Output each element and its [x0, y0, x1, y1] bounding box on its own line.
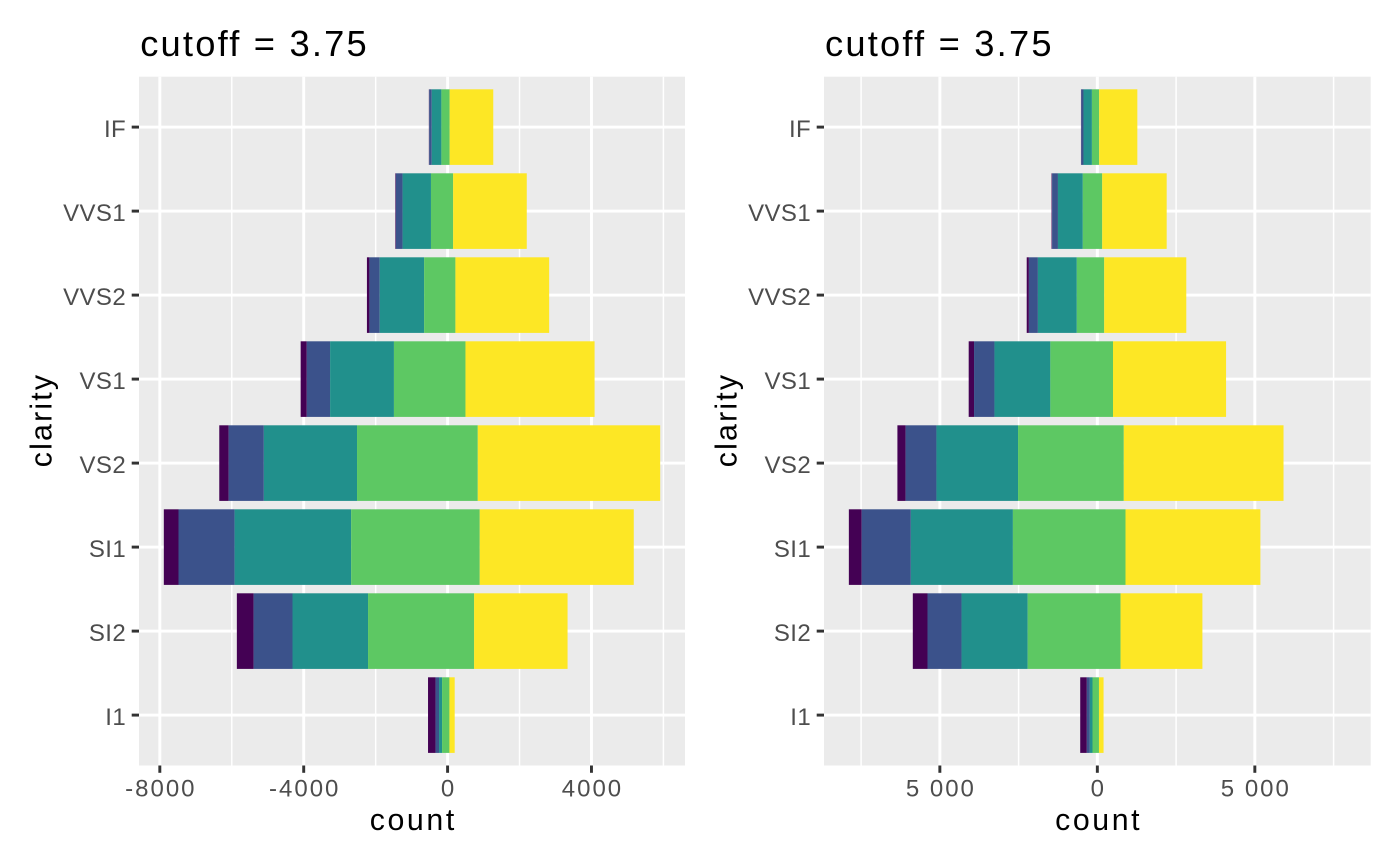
svg-text:count: count — [1055, 804, 1142, 837]
svg-text:clarity: clarity — [711, 373, 744, 468]
svg-text:0: 0 — [1091, 776, 1104, 803]
svg-text:SI2: SI2 — [89, 620, 126, 647]
svg-text:I1: I1 — [105, 704, 126, 731]
svg-text:IF: IF — [789, 116, 811, 143]
svg-text:I1: I1 — [790, 704, 811, 731]
svg-text:clarity: clarity — [26, 373, 59, 468]
svg-text:5 000: 5 000 — [906, 776, 976, 803]
svg-text:VVS1: VVS1 — [748, 200, 811, 227]
svg-text:-8000: -8000 — [125, 776, 196, 803]
svg-text:VS1: VS1 — [765, 368, 812, 395]
svg-text:VS2: VS2 — [80, 452, 127, 479]
svg-text:cutoff = 3.75: cutoff = 3.75 — [825, 23, 1054, 64]
svg-text:4000: 4000 — [562, 776, 623, 803]
svg-text:SI2: SI2 — [774, 620, 811, 647]
svg-text:-4000: -4000 — [269, 776, 340, 803]
svg-text:cutoff = 3.75: cutoff = 3.75 — [140, 23, 369, 64]
svg-text:SI1: SI1 — [774, 536, 811, 563]
svg-text:count: count — [370, 804, 457, 837]
svg-text:VVS1: VVS1 — [63, 200, 126, 227]
svg-text:VS2: VS2 — [765, 452, 812, 479]
svg-text:IF: IF — [104, 116, 126, 143]
svg-text:0: 0 — [441, 776, 454, 803]
svg-text:VVS2: VVS2 — [748, 284, 811, 311]
svg-text:VVS2: VVS2 — [63, 284, 126, 311]
svg-text:SI1: SI1 — [89, 536, 126, 563]
svg-text:VS1: VS1 — [80, 368, 127, 395]
svg-text:5 000: 5 000 — [1221, 776, 1291, 803]
